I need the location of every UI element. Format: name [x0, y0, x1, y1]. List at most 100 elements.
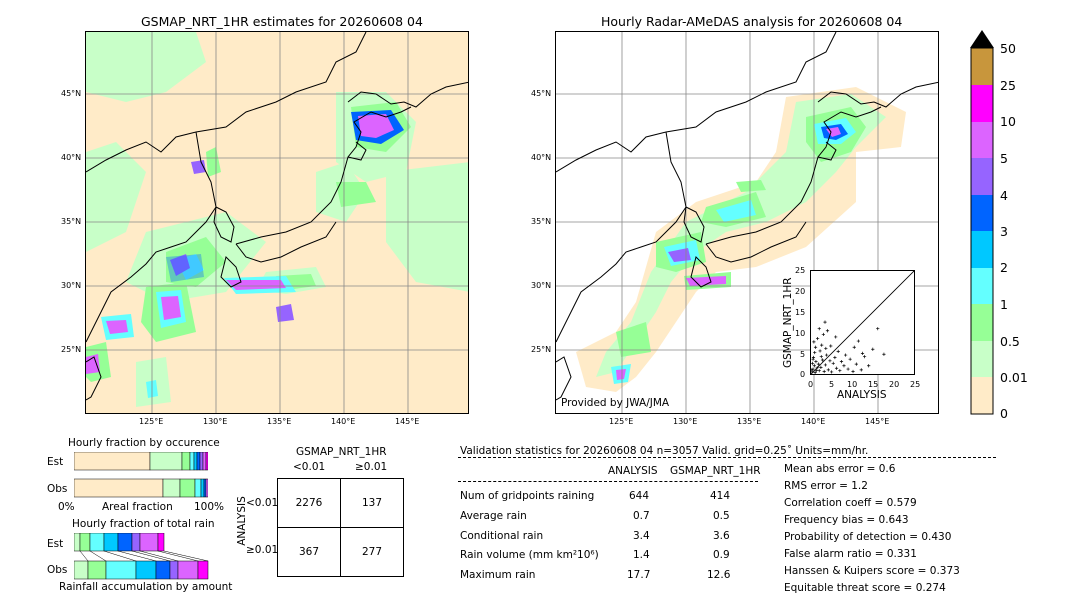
scatter-point — [815, 336, 820, 341]
left-lon-130: 130°E — [203, 417, 228, 426]
scatter-point — [825, 329, 830, 333]
scatter-point — [816, 362, 821, 366]
validation-col-analysis: ANALYSIS — [608, 465, 658, 477]
colorbar-label-0: 0 — [1000, 406, 1008, 421]
occurrence-bars — [73, 451, 209, 498]
scatter-point — [817, 327, 821, 331]
contingency-col-lt: <0.01 — [293, 461, 326, 473]
total-rain-obs-label: Obs — [47, 564, 68, 576]
score-pod: Probability of detection = 0.430 — [784, 531, 952, 543]
total-rain-title: Hourly fraction of total rain — [72, 518, 215, 530]
left-map-canvas — [86, 32, 468, 413]
right-map-title: Hourly Radar-AMeDAS analysis for 2026060… — [601, 14, 903, 29]
scatter-point — [818, 349, 822, 353]
scatter-point — [822, 369, 826, 374]
scatter-point — [819, 355, 823, 359]
colorbar-band-4-5 — [971, 158, 993, 195]
scatter-point — [823, 320, 827, 324]
right-lat-25: 25°N — [531, 345, 552, 354]
score-hk: Hanssen & Kuipers score = 0.373 — [784, 565, 960, 577]
colorbar-label-05: 0.5 — [1000, 334, 1020, 349]
validation-header: Validation statistics for 20260608 04 n=… — [460, 445, 869, 457]
colorbar-canvas — [970, 30, 994, 415]
right-coastlines — [556, 32, 938, 401]
scatter-point — [829, 344, 833, 348]
right-lon-145: 145°E — [865, 417, 890, 426]
scatter-point — [860, 351, 865, 355]
scatter-point — [844, 353, 848, 357]
stat-row-gsmap: 3.6 — [713, 530, 730, 542]
scatter-point — [851, 369, 855, 374]
right-lon-130: 130°E — [673, 417, 698, 426]
scatter-diagonal-line — [810, 270, 915, 375]
scatter-point — [813, 370, 817, 374]
colorbar-band-3-4 — [971, 195, 993, 231]
total-rain-connectors — [79, 550, 209, 562]
left-coastlines — [86, 32, 468, 401]
left-lat-35: 35°N — [61, 217, 82, 226]
total-rain-axis-label: Rainfall accumulation by amount — [59, 581, 233, 593]
scatter-point — [839, 360, 844, 364]
colorbar-band-5-10 — [971, 122, 993, 158]
score-correlation: Correlation coeff = 0.579 — [784, 497, 917, 509]
occurrence-obs-bar — [73, 478, 209, 498]
occurrence-title: Hourly fraction by occurence — [68, 437, 220, 449]
scatter-point — [852, 345, 856, 349]
occurrence-est-label: Est — [47, 456, 64, 468]
occurrence-axis-right: 100% — [194, 501, 225, 513]
scatter-point — [882, 352, 886, 356]
scatter-point — [815, 366, 819, 370]
colorbar-band-10-25 — [971, 85, 993, 122]
scatter-point — [814, 368, 818, 372]
scatter-point — [811, 355, 816, 360]
scatter-point — [819, 365, 823, 370]
left-precip — [86, 32, 468, 407]
score-rms-error: RMS error = 1.2 — [784, 480, 868, 492]
contingency-cell-a: 2276 — [277, 478, 341, 528]
scatter-point — [846, 367, 850, 371]
stat-row-label: Rain volume (mm km²10⁶) — [460, 549, 599, 561]
colorbar-label-001: 0.01 — [1000, 370, 1028, 385]
stat-row-gsmap: 0.9 — [713, 549, 730, 561]
scatter-point — [836, 349, 840, 353]
colorbar-label-2: 2 — [1000, 260, 1008, 275]
scatter-point — [862, 355, 867, 359]
scatter-point — [825, 353, 829, 357]
scatter-point — [834, 335, 838, 339]
contingency-col-ge: ≥0.01 — [355, 461, 388, 473]
scatter-xtick-20: 20 — [889, 380, 900, 389]
scatter-point — [820, 343, 824, 347]
right-map-canvas — [556, 32, 938, 413]
scatter-point — [833, 355, 837, 360]
scatter-ytick-5: 5 — [800, 350, 806, 359]
scatter-point — [821, 332, 825, 337]
left-lon-135: 135°E — [267, 417, 292, 426]
left-map — [85, 31, 469, 414]
contingency-row-ge: ≥0.01 — [246, 544, 279, 556]
scatter-point — [813, 345, 818, 349]
stat-row-analysis: 17.7 — [627, 569, 651, 581]
scatter-xtick-15: 15 — [868, 380, 879, 389]
score-ets: Equitable threat score = 0.274 — [784, 582, 946, 594]
scatter-point — [834, 366, 839, 370]
scatter-point — [828, 359, 832, 363]
score-mean-abs-error: Mean abs error = 0.6 — [784, 463, 896, 475]
scatter-xtick-5: 5 — [829, 380, 835, 389]
colorbar-label-1: 1 — [1000, 297, 1008, 312]
contingency-cell-d: 277 — [340, 527, 404, 577]
right-lon-135: 135°E — [737, 417, 762, 426]
left-lat-30: 30°N — [61, 281, 82, 290]
scatter-point — [842, 364, 846, 368]
colorbar-band-25-50 — [971, 48, 993, 85]
left-map-title: GSMAP_NRT_1HR estimates for 20260608 04 — [141, 14, 423, 29]
colorbar-label-5: 5 — [1000, 151, 1008, 166]
scatter-point — [817, 369, 821, 373]
colorbar-band-2-3 — [971, 231, 993, 268]
scatter-xlabel: ANALYSIS — [837, 389, 887, 401]
scatter-xtick-10: 10 — [847, 380, 858, 389]
stat-row-analysis: 1.4 — [633, 549, 650, 561]
scatter-point — [830, 370, 834, 374]
right-lon-140: 140°E — [801, 417, 826, 426]
scatter-point — [831, 361, 835, 365]
stat-row-label: Num of gridpoints raining — [460, 490, 595, 502]
